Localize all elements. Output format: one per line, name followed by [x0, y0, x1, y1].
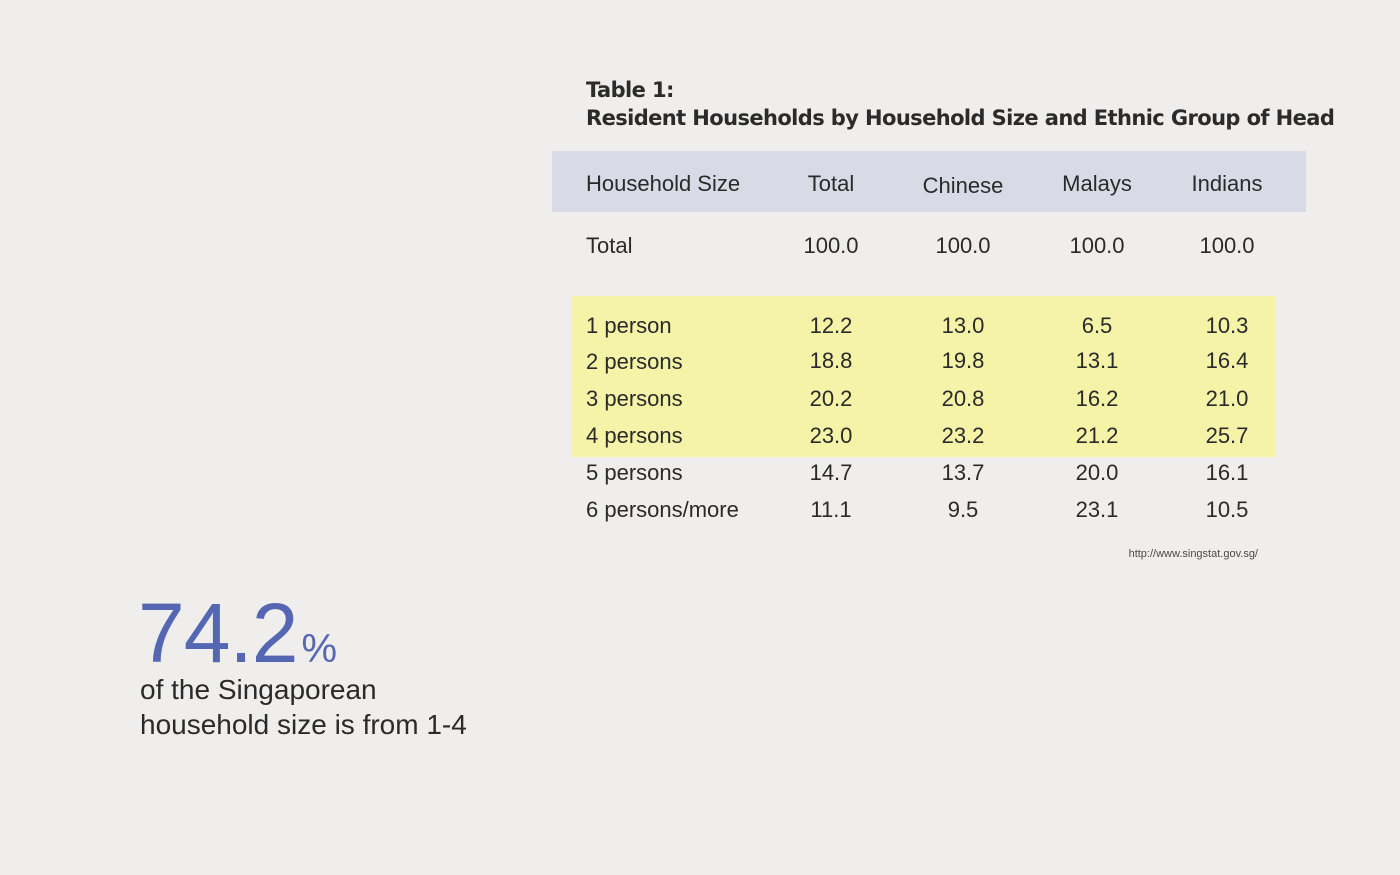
row-5-persons-chinese: 13.7	[941, 460, 985, 485]
row-4-persons-indians: 25.7	[1205, 423, 1249, 448]
row-4-persons-malays: 21.2	[1075, 423, 1119, 448]
header-total: Total	[807, 171, 855, 196]
row-2-persons-malays: 13.1	[1075, 348, 1119, 373]
row-3-persons-malays: 16.2	[1075, 386, 1119, 411]
row-3-persons-total: 20.2	[809, 386, 853, 411]
stat-highlight: 74.2%	[138, 588, 337, 678]
header-chinese: Chinese	[922, 173, 1004, 198]
row-2-persons-chinese: 19.8	[941, 348, 985, 373]
row-1-person-indians: 10.3	[1205, 313, 1249, 338]
row-5-persons-total: 14.7	[809, 460, 853, 485]
row-6-persons-label: 6 persons/more	[586, 497, 739, 522]
row-4-persons-chinese: 23.2	[941, 423, 985, 448]
row-6-persons-malays: 23.1	[1075, 497, 1119, 522]
row-6-persons-indians: 10.5	[1205, 497, 1249, 522]
row-6-persons-chinese: 9.5	[947, 497, 979, 522]
row-6-persons-total: 11.1	[810, 497, 852, 522]
table-title-number: Table 1:	[586, 78, 674, 102]
row-2-persons-total: 18.8	[809, 348, 853, 373]
row-5-persons-indians: 16.1	[1205, 460, 1249, 485]
source-link[interactable]: http://www.singstat.gov.sg/	[1128, 548, 1258, 560]
row-4-persons-total: 23.0	[809, 423, 853, 448]
header-household-size: Household Size	[586, 171, 741, 196]
total-row-chinese: 100.0	[935, 233, 991, 258]
row-1-person-chinese: 13.0	[941, 313, 985, 338]
stat-unit: %	[301, 627, 338, 671]
row-4-persons-label: 4 persons	[586, 423, 683, 448]
row-5-persons-malays: 20.0	[1075, 460, 1119, 485]
row-1-person-total: 12.2	[809, 313, 853, 338]
row-5-persons-label: 5 persons	[586, 460, 683, 485]
total-row-malays: 100.0	[1069, 233, 1125, 258]
total-row-total: 100.0	[803, 233, 859, 258]
row-1-person-malays: 6.5	[1081, 313, 1113, 338]
table-header-band	[552, 151, 1306, 212]
total-row-label: Total	[586, 233, 633, 258]
stat-caption-line2: household size is from 1-4	[140, 709, 467, 740]
row-3-persons-label: 3 persons	[586, 386, 683, 411]
row-2-persons-indians: 16.4	[1205, 348, 1249, 373]
table-title-text: Resident Households by Household Size an…	[586, 106, 1335, 130]
header-indians: Indians	[1191, 171, 1263, 196]
total-row-indians: 100.0	[1199, 233, 1255, 258]
row-3-persons-indians: 21.0	[1205, 386, 1249, 411]
row-1-person-label: 1 person	[586, 313, 672, 338]
row-2-persons-label: 2 persons	[586, 349, 683, 374]
table-title: Table 1: Resident Households by Househol…	[586, 76, 1335, 132]
stat-value: 74.2	[138, 586, 298, 680]
header-malays: Malays	[1062, 171, 1132, 196]
row-3-persons-chinese: 20.8	[941, 386, 985, 411]
highlight-band	[571, 296, 1275, 457]
stat-caption: of the Singaporean household size is fro…	[140, 672, 467, 742]
stat-caption-line1: of the Singaporean	[140, 674, 377, 705]
